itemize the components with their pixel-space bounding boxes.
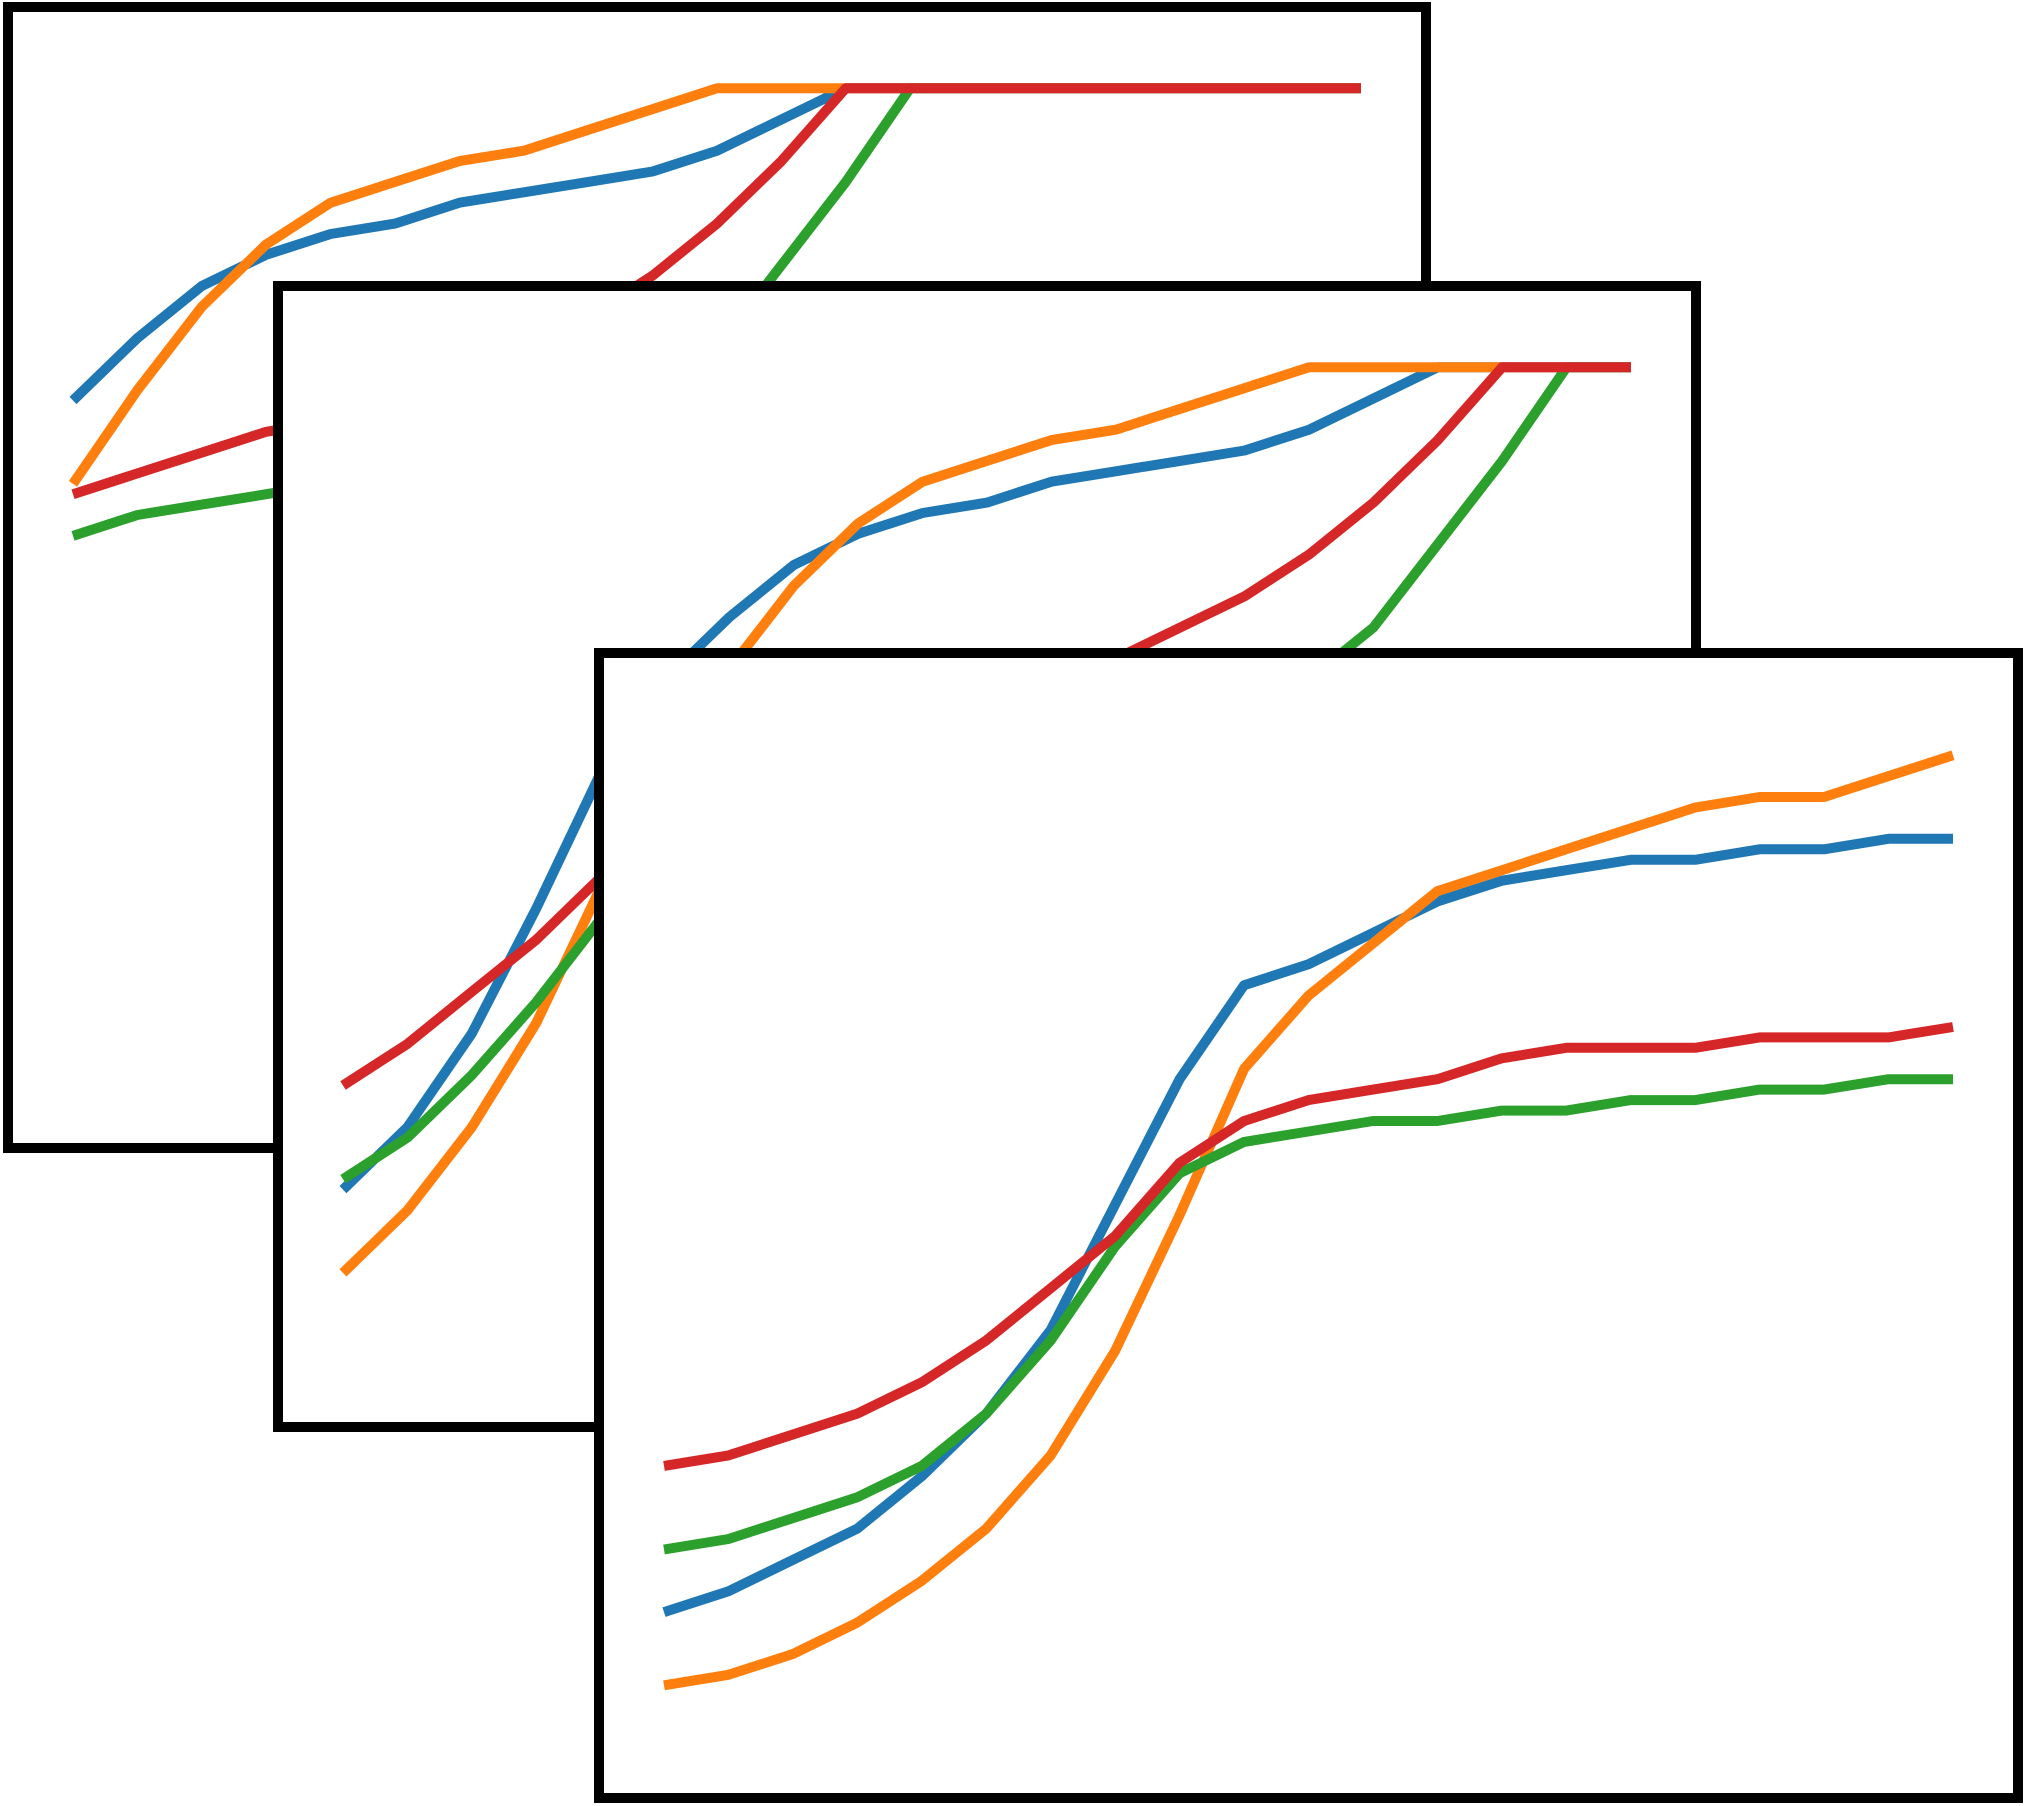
series-line-2 xyxy=(663,750,1955,1691)
series-line-1 xyxy=(662,833,1953,1617)
series-line-3 xyxy=(663,1074,1953,1555)
series-line-1 xyxy=(339,362,1631,1194)
chart-plot-front xyxy=(662,750,1955,1691)
chart-panel-front xyxy=(594,648,2023,1803)
series-line-4 xyxy=(663,1022,1954,1471)
